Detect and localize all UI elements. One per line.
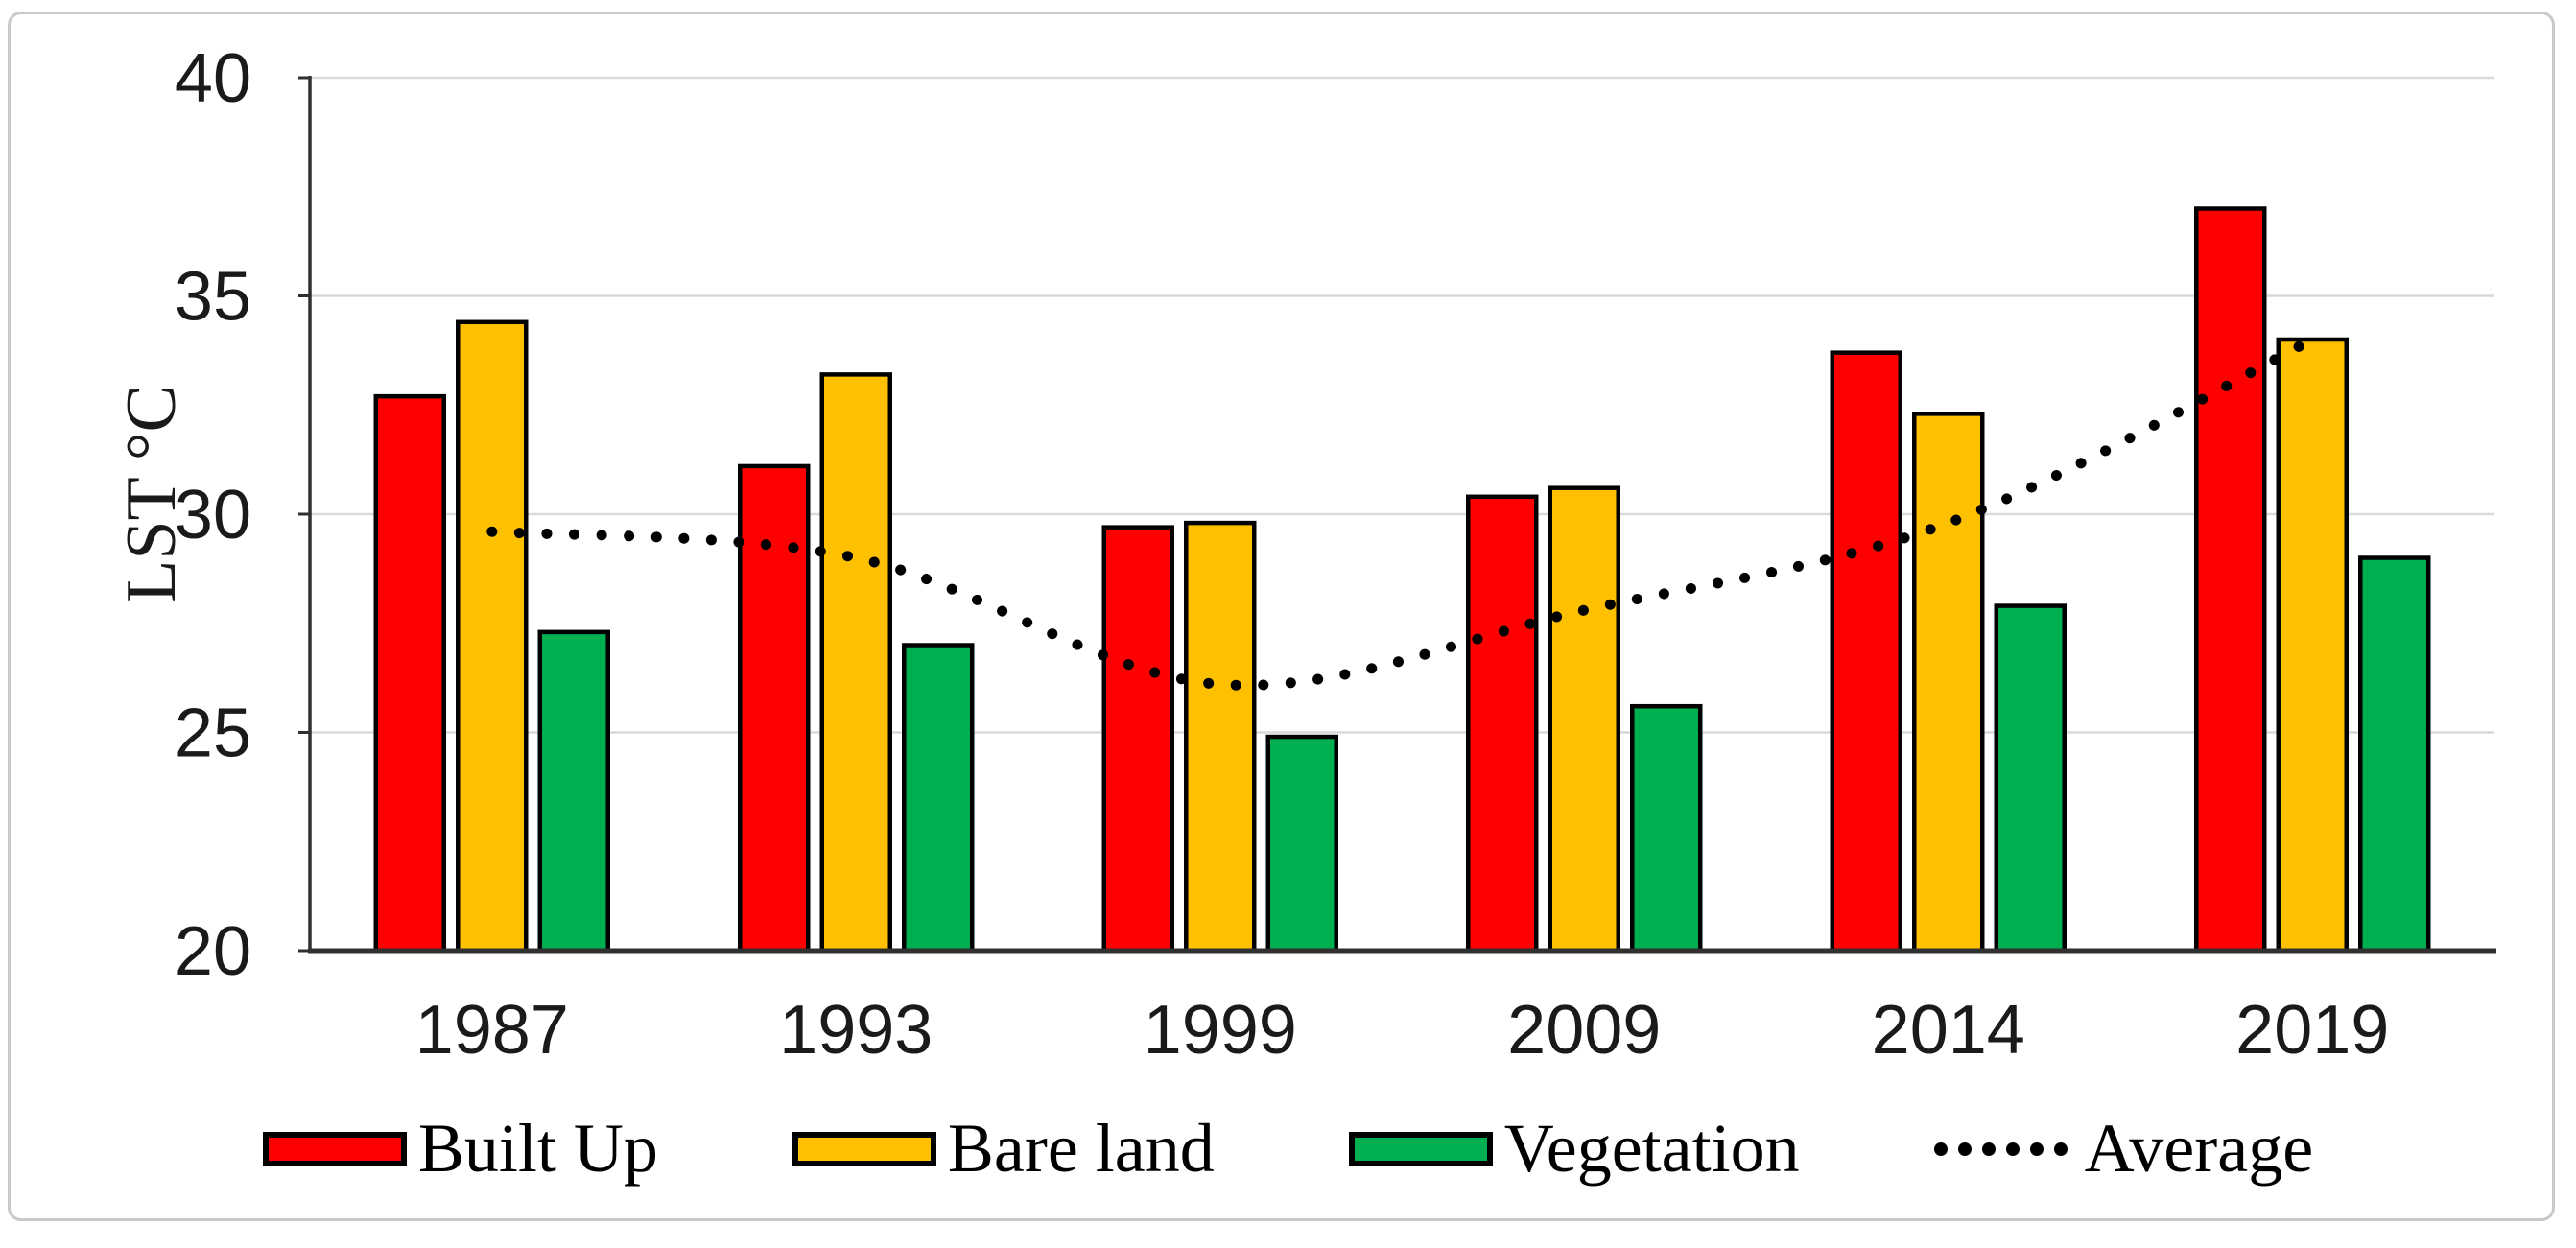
- legend-label-built-up: Built Up: [417, 1110, 658, 1187]
- bar-built-up: [738, 463, 811, 954]
- legend-label-vegetation: Vegetation: [1503, 1110, 1800, 1187]
- legend-item-average: Average: [1933, 1109, 2314, 1189]
- bare-land-swatch-icon: [792, 1131, 936, 1166]
- y-axis-title: LST °C: [112, 385, 191, 603]
- bar-vegetation: [537, 629, 610, 954]
- average-dotted-line: [486, 334, 2318, 691]
- legend-label-average: Average: [2084, 1110, 2314, 1187]
- y-axis-tick-label: 30: [175, 477, 251, 553]
- y-axis-tick-label: 40: [175, 40, 251, 117]
- bar-built-up: [1830, 350, 1902, 954]
- bar-bare-land: [1184, 520, 1257, 954]
- bar-bare-land: [819, 372, 892, 954]
- bar-bare-land: [1548, 485, 1620, 954]
- built-up-swatch-icon: [262, 1131, 407, 1166]
- bar-vegetation: [1994, 603, 2067, 954]
- legend-item-bare-land: Bare land: [792, 1109, 1215, 1189]
- x-axis-year-label: 1987: [415, 992, 569, 1069]
- bar-vegetation: [1265, 734, 1338, 954]
- bar-bare-land: [1912, 412, 1985, 954]
- bar-vegetation: [902, 643, 975, 954]
- y-axis-tick-label: 20: [175, 913, 251, 990]
- legend-item-built-up: Built Up: [262, 1109, 658, 1189]
- x-axis-year-label: 2009: [1507, 992, 1661, 1069]
- bar-bare-land: [456, 319, 529, 954]
- y-axis-tick-label: 25: [175, 695, 251, 772]
- x-axis-year-label: 1999: [1144, 992, 1297, 1069]
- bar-built-up: [1101, 525, 1174, 954]
- x-axis-year-label: 2014: [1872, 992, 2025, 1069]
- chart-legend: Built Up Bare land Vegetation Average: [0, 1109, 2576, 1189]
- bar-built-up: [2194, 206, 2267, 954]
- bar-vegetation: [1630, 703, 1703, 954]
- x-axis-year-label: 1993: [779, 992, 933, 1069]
- vegetation-swatch-icon: [1348, 1131, 1493, 1166]
- bar-built-up: [1466, 494, 1539, 954]
- x-axis-year-label: 2019: [2235, 992, 2389, 1069]
- bar-vegetation: [2358, 555, 2431, 954]
- legend-item-vegetation: Vegetation: [1348, 1109, 1800, 1189]
- average-dotted-line-icon: [1933, 1142, 2068, 1156]
- y-axis-tick-label: 35: [175, 259, 251, 336]
- bar-built-up: [373, 393, 446, 954]
- bar-bare-land: [2276, 337, 2349, 954]
- legend-label-bare-land: Bare land: [947, 1110, 1215, 1187]
